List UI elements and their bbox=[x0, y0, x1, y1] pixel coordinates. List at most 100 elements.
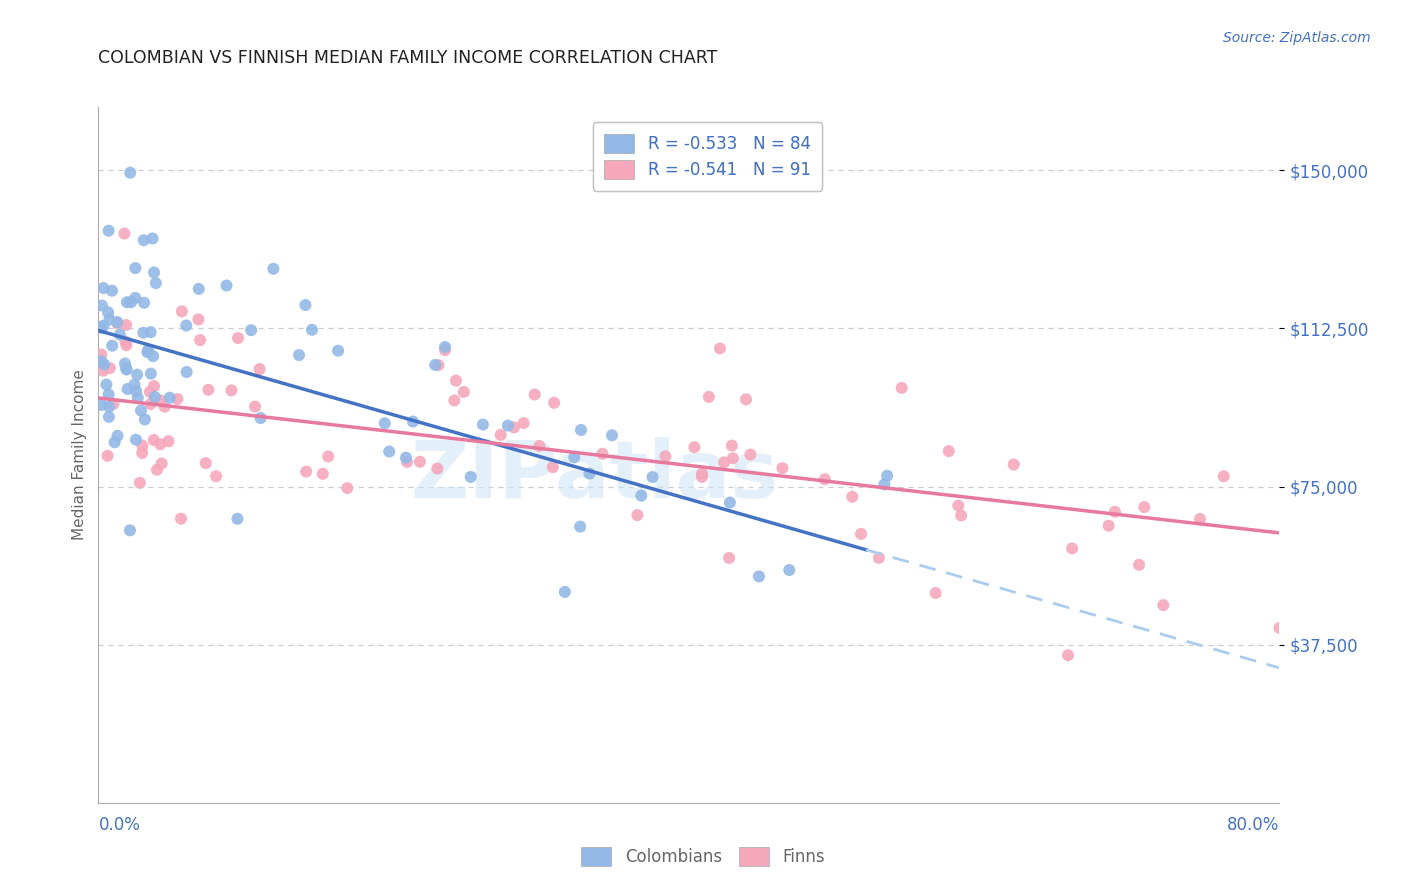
Point bbox=[425, 358, 447, 372]
Point bbox=[1128, 558, 1150, 572]
Point bbox=[641, 470, 664, 484]
Point bbox=[134, 412, 156, 426]
Point bbox=[153, 400, 176, 414]
Point bbox=[444, 374, 467, 388]
Point bbox=[336, 481, 359, 495]
Point bbox=[713, 455, 735, 469]
Point bbox=[721, 439, 744, 453]
Point bbox=[170, 511, 193, 525]
Point bbox=[1212, 469, 1234, 483]
Point bbox=[143, 379, 166, 393]
Point bbox=[97, 409, 120, 424]
Point bbox=[159, 391, 181, 405]
Point bbox=[115, 361, 138, 376]
Point bbox=[876, 468, 898, 483]
Point bbox=[948, 499, 970, 513]
Point bbox=[778, 563, 800, 577]
Point bbox=[690, 470, 713, 484]
Point bbox=[426, 461, 449, 475]
Point bbox=[294, 298, 316, 312]
Point bbox=[127, 368, 149, 382]
Point bbox=[626, 508, 648, 522]
Point bbox=[124, 261, 146, 276]
Point bbox=[1268, 621, 1291, 635]
Point bbox=[115, 338, 138, 352]
Point bbox=[374, 417, 396, 431]
Point bbox=[176, 365, 198, 379]
Point bbox=[139, 325, 162, 339]
Point bbox=[120, 166, 142, 180]
Point bbox=[108, 327, 131, 342]
Text: Source: ZipAtlas.com: Source: ZipAtlas.com bbox=[1223, 31, 1371, 45]
Point bbox=[115, 362, 138, 376]
Point bbox=[142, 231, 165, 245]
Point bbox=[683, 440, 706, 454]
Point bbox=[226, 512, 249, 526]
Point bbox=[316, 450, 339, 464]
Point bbox=[97, 449, 120, 463]
Point bbox=[114, 357, 136, 371]
Point bbox=[90, 398, 112, 412]
Point bbox=[460, 470, 482, 484]
Point bbox=[396, 455, 419, 469]
Point bbox=[554, 585, 576, 599]
Point bbox=[849, 526, 872, 541]
Point bbox=[90, 347, 112, 361]
Point bbox=[136, 345, 159, 359]
Point bbox=[924, 586, 946, 600]
Text: COLOMBIAN VS FINNISH MEDIAN FAMILY INCOME CORRELATION CHART: COLOMBIAN VS FINNISH MEDIAN FAMILY INCOM… bbox=[98, 49, 718, 67]
Point bbox=[166, 392, 188, 406]
Point bbox=[770, 461, 793, 475]
Point bbox=[96, 377, 118, 392]
Point bbox=[131, 439, 153, 453]
Point bbox=[503, 420, 526, 434]
Point bbox=[117, 382, 139, 396]
Point bbox=[120, 295, 142, 310]
Point bbox=[249, 362, 271, 376]
Point bbox=[143, 390, 166, 404]
Point bbox=[93, 358, 115, 372]
Point bbox=[188, 333, 211, 347]
Point bbox=[301, 323, 323, 337]
Point bbox=[142, 433, 165, 447]
Point bbox=[221, 384, 243, 398]
Point bbox=[591, 447, 613, 461]
Point bbox=[569, 519, 592, 533]
Point bbox=[101, 339, 124, 353]
Point bbox=[841, 490, 863, 504]
Point bbox=[187, 282, 209, 296]
Point bbox=[434, 343, 457, 357]
Point bbox=[326, 343, 349, 358]
Point bbox=[697, 390, 720, 404]
Point bbox=[654, 450, 676, 464]
Point bbox=[90, 354, 112, 368]
Point bbox=[814, 472, 837, 486]
Point bbox=[1104, 505, 1126, 519]
Text: 80.0%: 80.0% bbox=[1227, 816, 1279, 834]
Point bbox=[90, 321, 112, 335]
Point bbox=[115, 295, 138, 310]
Point bbox=[114, 227, 136, 241]
Point bbox=[288, 348, 311, 362]
Point bbox=[101, 284, 124, 298]
Point bbox=[1188, 512, 1211, 526]
Point bbox=[107, 429, 129, 443]
Point bbox=[735, 392, 758, 407]
Point bbox=[630, 489, 652, 503]
Point bbox=[125, 384, 148, 399]
Point bbox=[1002, 458, 1025, 472]
Point bbox=[1062, 541, 1084, 556]
Point bbox=[243, 400, 266, 414]
Point bbox=[562, 450, 585, 465]
Point bbox=[194, 456, 217, 470]
Point bbox=[489, 428, 512, 442]
Point bbox=[93, 318, 115, 333]
Point bbox=[938, 444, 960, 458]
Point bbox=[240, 323, 263, 337]
Point bbox=[740, 448, 762, 462]
Point bbox=[143, 265, 166, 279]
Point bbox=[718, 551, 741, 566]
Point bbox=[578, 467, 600, 481]
Point bbox=[97, 305, 120, 319]
Point bbox=[127, 391, 149, 405]
